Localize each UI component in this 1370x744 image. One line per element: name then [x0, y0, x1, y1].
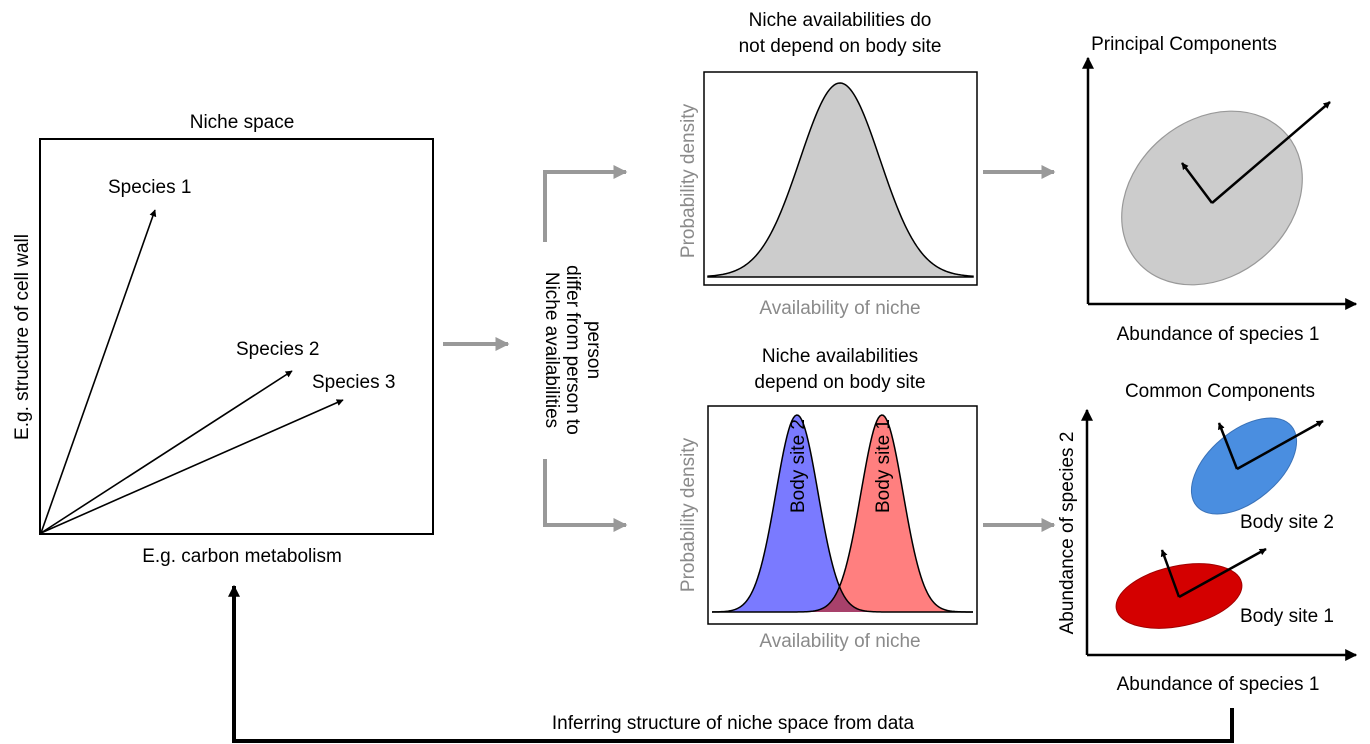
niche-space-panel: Niche space E.g. carbon metabolism E.g. … [12, 112, 434, 567]
common-components-panel: Common Components Abundance of species 2… [1057, 381, 1358, 695]
branch-label-line-1: Niche availabilities [541, 272, 562, 428]
branch-label-line-2: differ from person to [562, 265, 583, 435]
species-3-label: Species 3 [312, 372, 395, 393]
top-panel-title-line-1: Niche availabilities do [749, 10, 932, 31]
bottom-panel-y-label: Probability density [678, 437, 699, 592]
niche-space-box [39, 138, 434, 535]
arrow-to-top-panel [543, 165, 628, 242]
overlap-region [812, 587, 868, 612]
common-title: Common Components [1125, 381, 1315, 402]
body-site-1-cluster-label: Body site 1 [1240, 606, 1334, 627]
body-site-1-outline [712, 414, 973, 613]
common-y-label: Abundance of species 2 [1057, 432, 1078, 635]
pca-cluster-ellipse [1121, 110, 1303, 286]
branch-label: Niche availabilities differ from person … [541, 265, 604, 435]
top-density-curve [707, 82, 974, 278]
niche-space-y-label: E.g. structure of cell wall [12, 234, 33, 440]
body-site-2-component-2 [1217, 422, 1239, 470]
common-x-label: Abundance of species 1 [1117, 674, 1320, 695]
branch-arrows: Niche availabilities differ from person … [443, 165, 628, 532]
pca-component-2 [1181, 162, 1213, 204]
niche-space-title: Niche space [190, 112, 295, 133]
arrow-to-bottom-panel [543, 459, 628, 532]
body-site-1-density [712, 415, 973, 612]
bottom-panel-title-line-1: Niche availabilities [762, 346, 918, 367]
feedback-loop: Inferring structure of niche space from … [228, 584, 1234, 743]
feedback-arrow [228, 584, 1234, 743]
bottom-density-panel: Niche availabilities depend on body site… [678, 346, 978, 652]
species-3-vector [40, 399, 344, 534]
species-2-vector [40, 370, 293, 534]
pca-component-1 [1211, 101, 1331, 204]
top-panel-box [703, 71, 978, 286]
body-site-2-outline [711, 414, 973, 613]
body-site-2-component-1 [1236, 419, 1324, 471]
branch-label-line-3: person [583, 321, 604, 379]
bottom-panel-x-label: Availability of niche [759, 631, 920, 652]
body-site-2-density [712, 415, 973, 612]
species-1-vector [40, 209, 157, 534]
top-panel-title-line-2: not depend on body site [739, 36, 942, 57]
body-site-1-curve-label: Body site 1 [873, 419, 894, 513]
feedback-label: Inferring structure of niche space from … [552, 713, 915, 734]
bottom-panel-title-line-2: depend on body site [754, 372, 925, 393]
principal-components-panel: Principal Components Abundance of specie… [1082, 34, 1358, 345]
body-site-1-component-2 [1160, 549, 1181, 598]
body-site-1-component-1 [1178, 547, 1267, 599]
pca-x-label: Abundance of species 1 [1117, 324, 1320, 345]
top-density-panel: Niche availabilities do not depend on bo… [678, 10, 978, 319]
niche-space-x-label: E.g. carbon metabolism [142, 546, 342, 567]
pca-title: Principal Components [1091, 34, 1277, 55]
species-2-label: Species 2 [236, 339, 319, 360]
bottom-panel-box [707, 405, 978, 625]
body-site-2-curve-label: Body site 2 [788, 419, 809, 513]
top-panel-x-label: Availability of niche [759, 298, 920, 319]
species-1-label: Species 1 [108, 177, 191, 198]
top-panel-y-label: Probability density [678, 103, 699, 258]
body-site-2-cluster-label: Body site 2 [1240, 512, 1334, 533]
